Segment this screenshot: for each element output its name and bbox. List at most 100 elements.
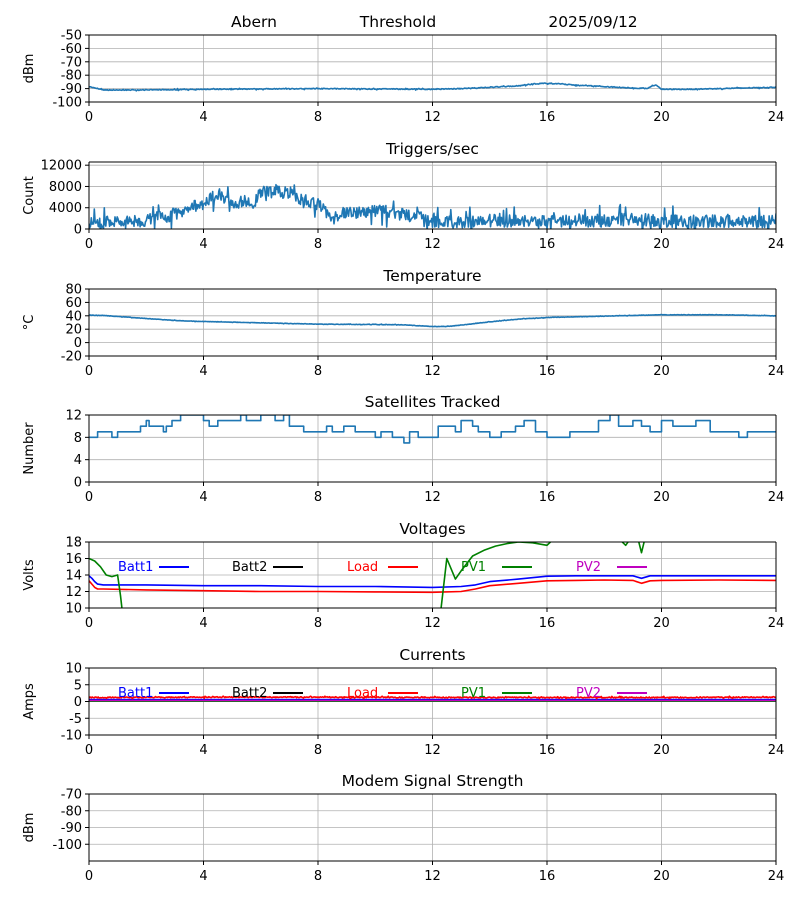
y-tick-label: 12000 bbox=[41, 159, 82, 174]
y-tick-label: 4000 bbox=[49, 201, 82, 216]
x-tick-label: 4 bbox=[199, 490, 207, 505]
x-tick-label: 20 bbox=[653, 364, 670, 379]
legend-label-pv1: PV1 bbox=[461, 686, 486, 701]
panel-title: Temperature bbox=[382, 267, 481, 285]
y-tick-label: 60 bbox=[65, 296, 82, 311]
x-tick-label: 4 bbox=[199, 869, 207, 884]
y-tick-label: 10 bbox=[65, 602, 82, 617]
panel-satellites: 0 4 8 12 16 20 24 0 4 8 12 Satellites Tracked Number bbox=[22, 393, 784, 505]
y-tick-label: 0 bbox=[74, 695, 82, 710]
y-tick-label: -90 bbox=[61, 821, 82, 836]
x-tick-label: 8 bbox=[314, 110, 322, 125]
panel-title: Triggers/sec bbox=[385, 140, 479, 158]
x-tick-label: 16 bbox=[539, 490, 556, 505]
series-line-load bbox=[89, 579, 776, 594]
header-mode: Threshold bbox=[359, 13, 436, 31]
y-tick-label: -80 bbox=[61, 804, 82, 819]
y-tick-label: 18 bbox=[65, 536, 82, 551]
y-tick-label: 20 bbox=[65, 323, 82, 338]
x-tick-label: 12 bbox=[424, 110, 441, 125]
y-tick-label: 12 bbox=[65, 409, 82, 424]
legend-label-pv2: PV2 bbox=[576, 686, 601, 701]
x-tick-label: 8 bbox=[314, 490, 322, 505]
y-axis-label: dBm bbox=[22, 54, 37, 84]
y-axis-label: Number bbox=[22, 422, 37, 475]
y-axis-label: dBm bbox=[22, 813, 37, 843]
panel-title: Voltages bbox=[399, 520, 465, 538]
y-tick-label: -50 bbox=[61, 29, 82, 44]
x-tick-label: 0 bbox=[85, 110, 93, 125]
x-tick-label: 16 bbox=[539, 869, 556, 884]
header-date: 2025/09/12 bbox=[548, 13, 637, 31]
y-tick-label: -100 bbox=[52, 96, 82, 111]
y-tick-label: -20 bbox=[61, 350, 82, 365]
legend-label-batt2: Batt2 bbox=[232, 560, 267, 575]
y-tick-label: 8 bbox=[74, 431, 82, 446]
x-tick-label: 12 bbox=[424, 616, 441, 631]
x-tick-label: 16 bbox=[539, 237, 556, 252]
legend-label-batt2: Batt2 bbox=[232, 686, 267, 701]
x-tick-label: 8 bbox=[314, 237, 322, 252]
y-tick-label: 80 bbox=[65, 283, 82, 298]
x-tick-label: 20 bbox=[653, 237, 670, 252]
x-tick-label: 16 bbox=[539, 616, 556, 631]
legend-label-load: Load bbox=[347, 560, 378, 575]
x-tick-label: 0 bbox=[85, 616, 93, 631]
panel-noise: 0 4 8 12 16 20 24 -100-90-80-70-60-50 dBm bbox=[22, 29, 784, 126]
x-tick-label: 20 bbox=[653, 490, 670, 505]
y-tick-label: 8000 bbox=[49, 180, 82, 195]
y-tick-label: -100 bbox=[52, 838, 82, 853]
panel-currents: 0 4 8 12 16 20 24 -10 -5 0 510 Currents Amps Batt1 Bat… bbox=[22, 646, 784, 758]
series-line-pv1 bbox=[89, 542, 645, 608]
x-tick-label: 12 bbox=[424, 743, 441, 758]
panel-title: Modem Signal Strength bbox=[342, 772, 524, 790]
x-tick-label: 12 bbox=[424, 490, 441, 505]
y-tick-label: 12 bbox=[65, 585, 82, 600]
series-line-noise bbox=[89, 82, 776, 92]
x-tick-label: 24 bbox=[768, 110, 785, 125]
y-tick-label: -60 bbox=[61, 42, 82, 57]
series-line-temperature bbox=[89, 313, 776, 328]
y-tick-label: 0 bbox=[74, 336, 82, 351]
series-line-triggers bbox=[89, 183, 776, 229]
series-line-load bbox=[89, 695, 776, 700]
x-tick-label: 16 bbox=[539, 110, 556, 125]
series-line-satellites bbox=[89, 415, 776, 444]
y-tick-label: 10 bbox=[65, 662, 82, 677]
x-tick-label: 12 bbox=[424, 364, 441, 379]
y-tick-label: 0 bbox=[74, 223, 82, 238]
x-tick-label: 4 bbox=[199, 364, 207, 379]
y-tick-label: 16 bbox=[65, 552, 82, 567]
x-tick-label: 8 bbox=[314, 616, 322, 631]
x-tick-label: 24 bbox=[768, 743, 785, 758]
x-tick-label: 24 bbox=[768, 490, 785, 505]
x-tick-label: 4 bbox=[199, 237, 207, 252]
legend-label-batt1: Batt1 bbox=[118, 560, 153, 575]
y-tick-label: -70 bbox=[61, 55, 82, 70]
panel-triggers: 0 4 8 12 16 20 24 0 4000 8000 12000 Triggers/sec Cou… bbox=[22, 140, 784, 252]
x-tick-label: 24 bbox=[768, 616, 785, 631]
header-station: Abern bbox=[231, 13, 277, 31]
x-tick-label: 12 bbox=[424, 869, 441, 884]
x-tick-label: 20 bbox=[653, 743, 670, 758]
x-tick-label: 0 bbox=[85, 490, 93, 505]
y-tick-label: -5 bbox=[69, 712, 82, 727]
panel-modem: 0 4 8 12 16 20 24 -100 -90 -80-70 Modem Signal Str… bbox=[22, 772, 784, 884]
x-tick-label: 20 bbox=[653, 616, 670, 631]
panel-title: Satellites Tracked bbox=[365, 393, 501, 411]
panel-title: Currents bbox=[399, 646, 465, 664]
legend-label-batt1: Batt1 bbox=[118, 686, 153, 701]
y-tick-label: -70 bbox=[61, 788, 82, 803]
y-tick-label: 4 bbox=[74, 453, 82, 468]
series-line-batt1 bbox=[89, 575, 776, 589]
y-tick-label: 40 bbox=[65, 309, 82, 324]
y-tick-label: -80 bbox=[61, 69, 82, 84]
legend-label-pv2: PV2 bbox=[576, 560, 601, 575]
y-axis-label: Volts bbox=[22, 559, 37, 591]
x-tick-label: 8 bbox=[314, 743, 322, 758]
x-tick-label: 12 bbox=[424, 237, 441, 252]
x-tick-label: 24 bbox=[768, 364, 785, 379]
